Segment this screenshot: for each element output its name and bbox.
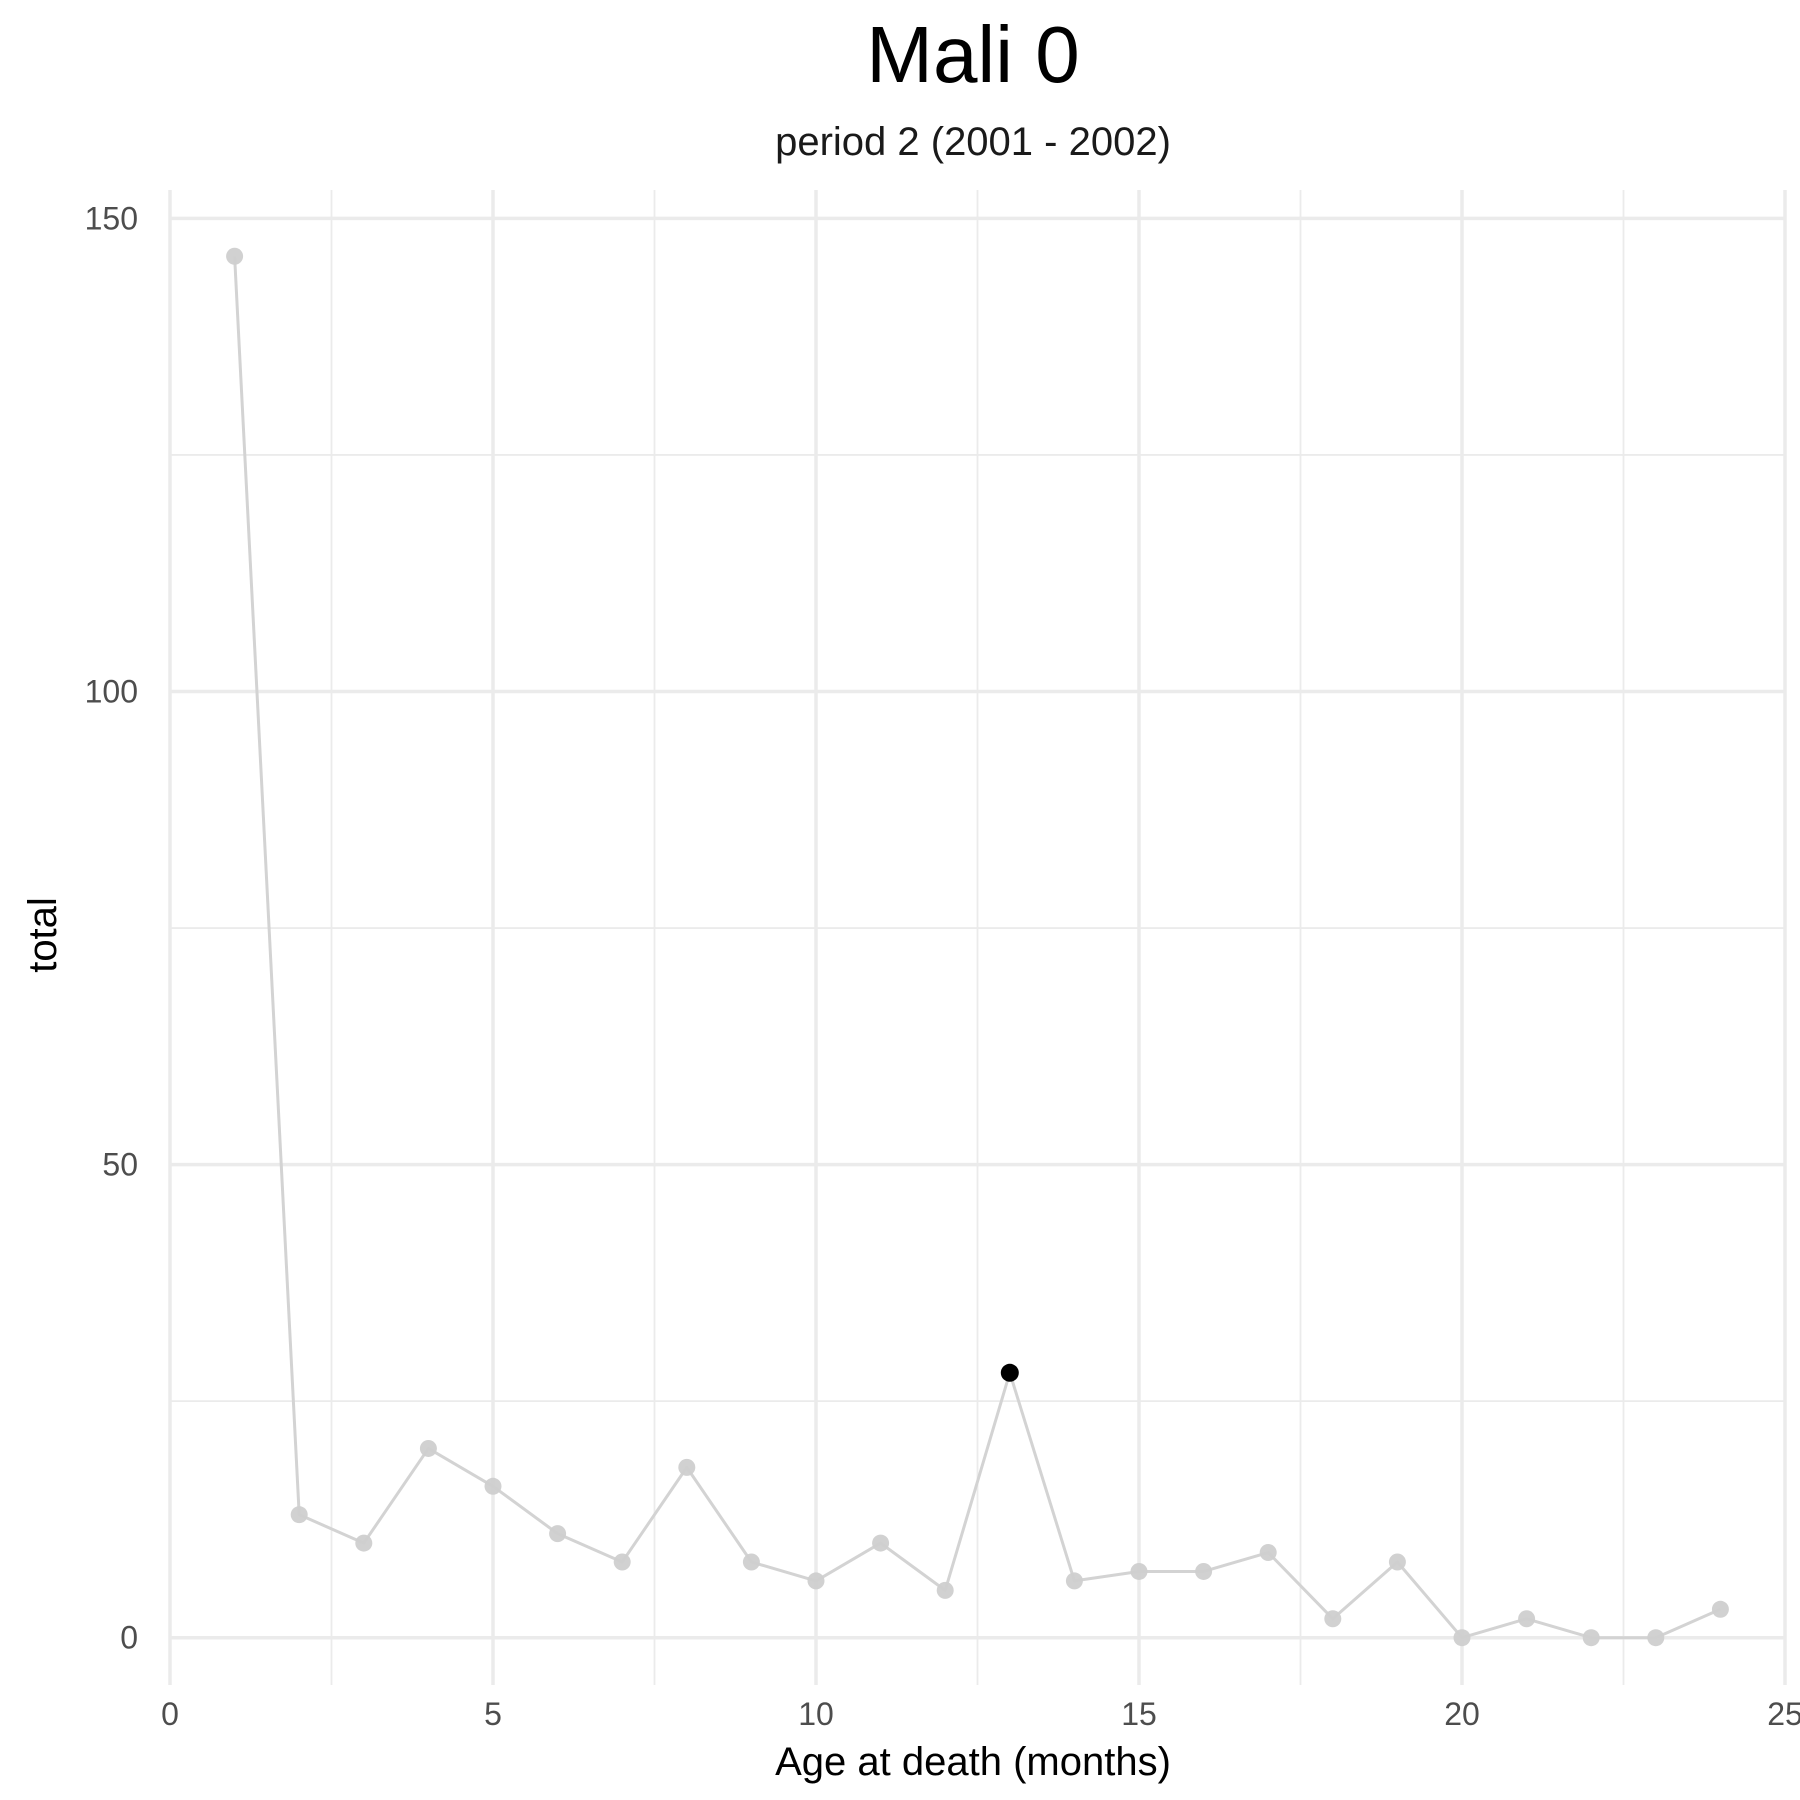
series-line bbox=[233, 256, 1722, 1640]
data-point bbox=[484, 1477, 502, 1495]
data-point bbox=[807, 1572, 825, 1590]
data-point bbox=[419, 1439, 437, 1457]
y-axis-title: total bbox=[21, 897, 65, 973]
data-point bbox=[1711, 1600, 1729, 1618]
data-point bbox=[1259, 1544, 1277, 1562]
x-axis-title: Age at death (months) bbox=[775, 1740, 1171, 1784]
data-point bbox=[1647, 1629, 1665, 1647]
data-point bbox=[1195, 1562, 1213, 1580]
x-tick-label: 25 bbox=[1767, 1696, 1800, 1732]
data-point bbox=[613, 1553, 631, 1571]
x-tick-label: 15 bbox=[1121, 1696, 1157, 1732]
chart-title: Mali 0 bbox=[866, 10, 1079, 99]
data-point bbox=[1130, 1562, 1148, 1580]
highlighted-data-point bbox=[1000, 1363, 1019, 1382]
data-point bbox=[872, 1534, 890, 1552]
data-point bbox=[1065, 1572, 1083, 1590]
x-tick-label: 10 bbox=[798, 1696, 834, 1732]
x-tick-label: 20 bbox=[1444, 1696, 1480, 1732]
data-point bbox=[936, 1581, 954, 1599]
y-axis-ticks: 0 50 100 150 bbox=[85, 200, 138, 1655]
data-point bbox=[1518, 1610, 1536, 1628]
series-total bbox=[226, 247, 1729, 1647]
x-tick-label: 5 bbox=[484, 1696, 502, 1732]
data-point bbox=[1453, 1629, 1471, 1647]
data-point bbox=[1324, 1610, 1342, 1628]
data-point bbox=[355, 1534, 373, 1552]
y-tick-label: 50 bbox=[102, 1147, 138, 1183]
data-point bbox=[549, 1525, 567, 1543]
minor-gridlines bbox=[170, 190, 1785, 1685]
data-point bbox=[290, 1506, 308, 1524]
chart-subtitle: period 2 (2001 - 2002) bbox=[775, 120, 1171, 164]
y-tick-label: 0 bbox=[120, 1620, 138, 1656]
x-tick-label: 0 bbox=[161, 1696, 179, 1732]
data-point bbox=[1582, 1629, 1600, 1647]
data-point bbox=[678, 1458, 696, 1476]
y-tick-label: 150 bbox=[85, 200, 138, 236]
major-gridlines bbox=[168, 190, 1787, 1685]
data-point bbox=[742, 1553, 760, 1571]
x-axis-ticks: 0 5 10 15 20 25 bbox=[161, 1696, 1800, 1732]
y-tick-label: 100 bbox=[85, 673, 138, 709]
data-point bbox=[226, 247, 244, 265]
data-point bbox=[1388, 1553, 1406, 1571]
